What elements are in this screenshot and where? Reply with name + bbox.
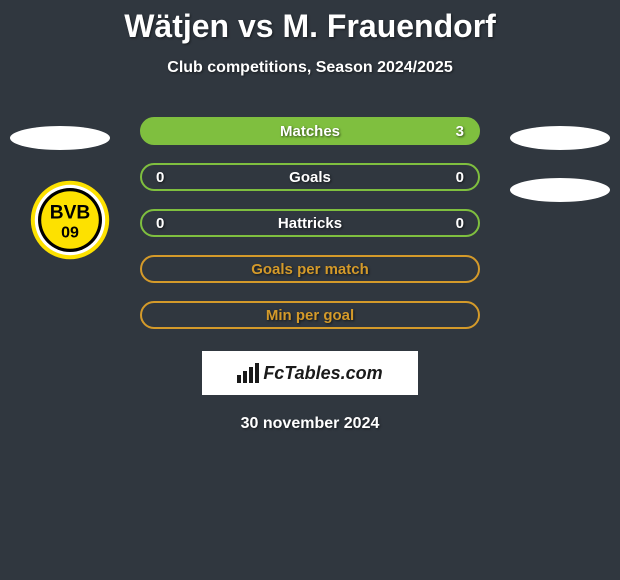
attribution-text: FcTables.com	[263, 363, 382, 384]
page-title: Wätjen vs M. Frauendorf	[0, 0, 620, 45]
stat-label: Hattricks	[142, 215, 478, 232]
stat-label: Goals per match	[142, 261, 478, 278]
stat-label: Matches	[142, 123, 478, 140]
subtitle: Club competitions, Season 2024/2025	[0, 59, 620, 77]
stat-rows: Matches3 0Goals0 0Hattricks0 Goals per matc…	[140, 117, 480, 329]
stat-label: Min per goal	[142, 307, 478, 324]
stat-row: Goals per match	[140, 255, 480, 283]
stat-row: 0Goals0	[140, 163, 480, 191]
bars-icon	[237, 363, 259, 383]
stat-label: Goals	[142, 169, 478, 186]
stat-row: Matches3	[140, 117, 480, 145]
attribution-badge: FcTables.com	[202, 351, 418, 395]
stat-row: 0Hattricks0	[140, 209, 480, 237]
footer-date: 30 november 2024	[0, 415, 620, 433]
stat-row: Min per goal	[140, 301, 480, 329]
stats-panel: Matches3 0Goals0 0Hattricks0 Goals per matc…	[0, 117, 620, 433]
